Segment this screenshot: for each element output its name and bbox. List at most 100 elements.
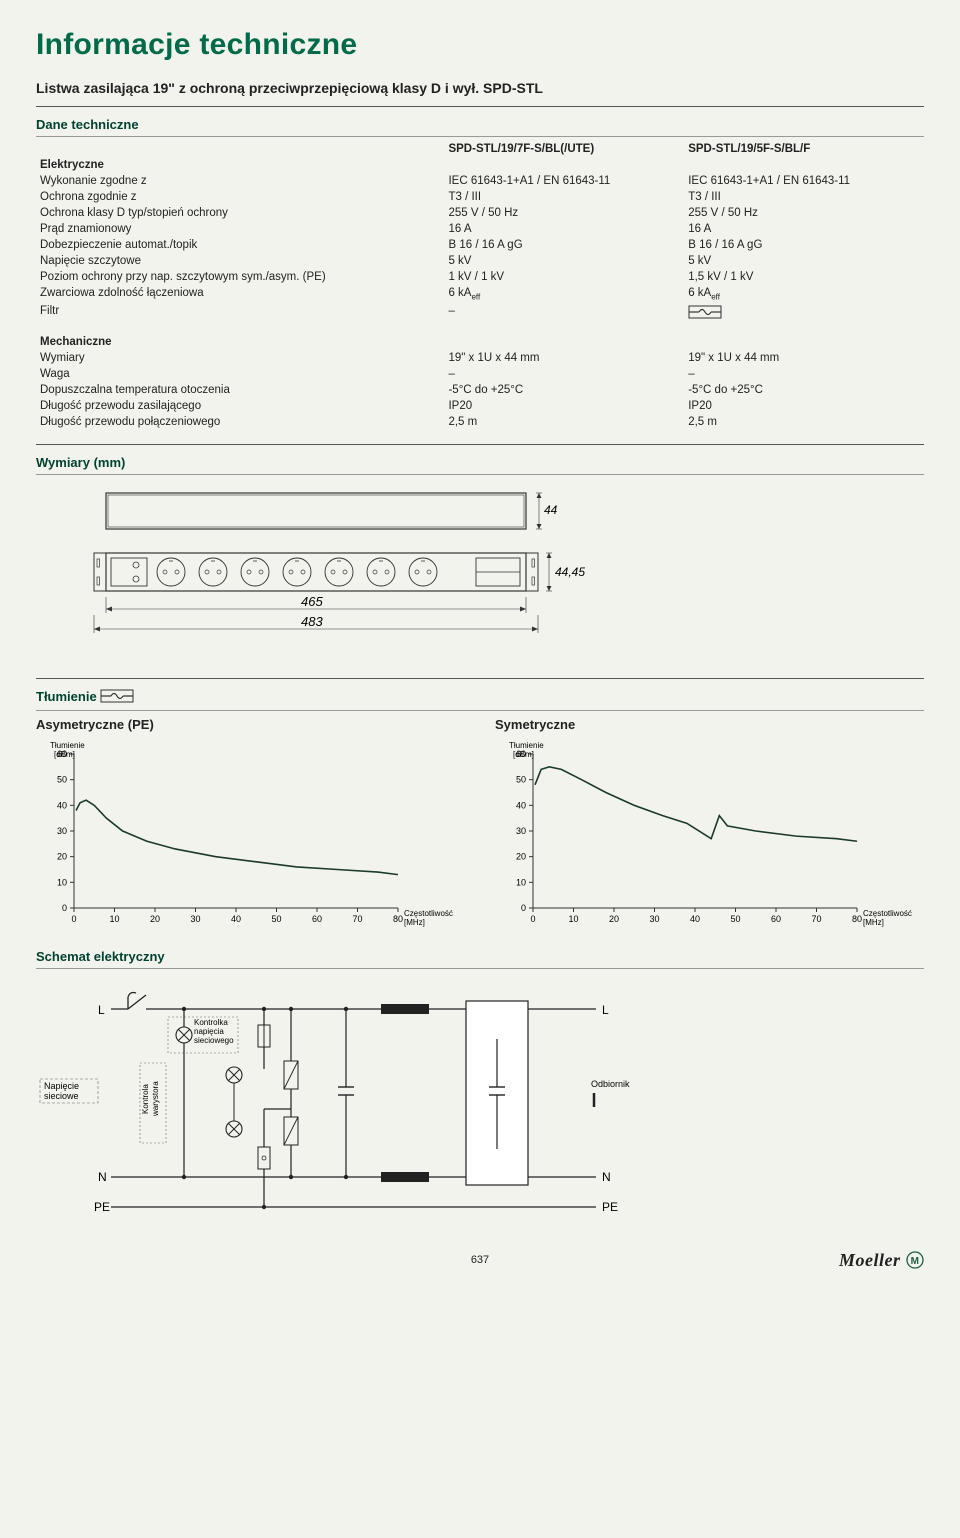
- dim-4445: 44,45: [555, 565, 585, 579]
- spec-value: 5 kV: [684, 253, 924, 269]
- svg-text:10: 10: [516, 878, 526, 888]
- label-L-right: L: [602, 1003, 609, 1017]
- spec-label: Poziom ochrony przy nap. szczytowym sym.…: [36, 269, 444, 285]
- svg-text:Tłumienie: Tłumienie: [509, 741, 544, 750]
- divider: [36, 474, 924, 475]
- spec-value: 5 kV: [444, 253, 684, 269]
- spec-label: Prąd znamionowy: [36, 221, 444, 237]
- svg-text:70: 70: [352, 914, 362, 924]
- divider: [36, 710, 924, 711]
- spec-value: 19" x 1U x 44 mm: [444, 350, 684, 366]
- spec-value: 2,5 m: [684, 414, 924, 430]
- svg-text:50: 50: [516, 775, 526, 785]
- svg-text:60: 60: [312, 914, 322, 924]
- schematic-diagram: L N PE Napięcie sieciowe: [36, 979, 924, 1224]
- chart-symmetric: Symetryczne 0102030405060010203040506070…: [495, 717, 924, 941]
- spec-value: B 16 / 16 A gG: [684, 237, 924, 253]
- spec-value: 16 A: [684, 221, 924, 237]
- svg-text:[MHz]: [MHz]: [404, 918, 425, 927]
- dimension-drawing: 44 44,45 465 483: [36, 485, 924, 660]
- spec-value: 6 kAeff: [444, 285, 684, 303]
- svg-text:80: 80: [852, 914, 862, 924]
- svg-text:M: M: [911, 1256, 920, 1267]
- spec-label: Dopuszczalna temperatura otoczenia: [36, 382, 444, 398]
- label-ctrl-u-2: napięcia: [194, 1027, 224, 1036]
- divider: [36, 968, 924, 969]
- spec-value: –: [444, 366, 684, 382]
- spec-value: -5°C do +25°C: [684, 382, 924, 398]
- svg-text:20: 20: [57, 852, 67, 862]
- divider: [36, 136, 924, 137]
- svg-text:20: 20: [609, 914, 619, 924]
- svg-text:30: 30: [516, 826, 526, 836]
- spec-value: 255 V / 50 Hz: [684, 205, 924, 221]
- label-L: L: [98, 1003, 105, 1017]
- svg-text:30: 30: [190, 914, 200, 924]
- spec-value: IEC 61643-1+A1 / EN 61643-11: [444, 173, 684, 189]
- label-PE: PE: [94, 1200, 110, 1214]
- section-attenuation: Tłumienie: [36, 689, 924, 706]
- spec-value: –: [444, 303, 684, 324]
- label-ctrl-u-3: sieciowego: [194, 1036, 234, 1045]
- spec-table: Mechaniczne: [36, 334, 924, 350]
- spec-label: Waga: [36, 366, 444, 382]
- svg-text:[dBm]: [dBm]: [513, 750, 534, 759]
- svg-text:10: 10: [109, 914, 119, 924]
- label-N: N: [98, 1170, 107, 1184]
- spec-value: B 16 / 16 A gG: [444, 237, 684, 253]
- filter-icon: [100, 689, 134, 706]
- chart-title-sym: Symetryczne: [495, 717, 924, 732]
- svg-text:10: 10: [57, 878, 67, 888]
- chart-title-asym: Asymetryczne (PE): [36, 717, 465, 732]
- divider: [36, 106, 924, 107]
- divider: [36, 678, 924, 679]
- spec-value: 19" x 1U x 44 mm: [684, 350, 924, 366]
- label-mains: Napięcie: [44, 1081, 79, 1091]
- spec-table-mechanical: Wymiary19" x 1U x 44 mm19" x 1U x 44 mmW…: [36, 350, 924, 430]
- spec-label: Wykonanie zgodne z: [36, 173, 444, 189]
- spec-value: IP20: [684, 398, 924, 414]
- svg-text:10: 10: [568, 914, 578, 924]
- section-dane: Dane techniczne: [36, 117, 924, 132]
- logo: Moeller M: [839, 1250, 924, 1271]
- spec-value: 2,5 m: [444, 414, 684, 430]
- svg-text:Częstotliwość: Częstotliwość: [863, 909, 912, 918]
- svg-text:20: 20: [150, 914, 160, 924]
- spec-label: Filtr: [36, 303, 444, 324]
- spec-value: -5°C do +25°C: [444, 382, 684, 398]
- page-title: Informacje techniczne: [36, 28, 924, 62]
- page-number: 637: [471, 1254, 489, 1266]
- spec-label: Ochrona klasy D typ/stopień ochrony: [36, 205, 444, 221]
- spec-label: Ochrona zgodnie z: [36, 189, 444, 205]
- column-header-1: SPD-STL/19/7F-S/BL(/UTE): [444, 141, 684, 157]
- group-electrical: Elektryczne: [36, 157, 444, 173]
- label-ctrl-var: Kontrola: [141, 1084, 150, 1114]
- label-N-right: N: [602, 1170, 611, 1184]
- spec-table: SPD-STL/19/7F-S/BL(/UTE) SPD-STL/19/5F-S…: [36, 141, 924, 173]
- spec-value: T3 / III: [444, 189, 684, 205]
- svg-text:70: 70: [811, 914, 821, 924]
- subheading: Listwa zasilająca 19" z ochroną przeciwp…: [36, 80, 924, 96]
- spec-value: 16 A: [444, 221, 684, 237]
- section-schematic: Schemat elektryczny: [36, 949, 924, 964]
- spec-value: 6 kAeff: [684, 285, 924, 303]
- spec-label: Długość przewodu zasilającego: [36, 398, 444, 414]
- svg-text:40: 40: [516, 801, 526, 811]
- section-dimensions: Wymiary (mm): [36, 455, 924, 470]
- spec-value: 255 V / 50 Hz: [444, 205, 684, 221]
- svg-text:50: 50: [730, 914, 740, 924]
- svg-text:0: 0: [521, 903, 526, 913]
- label-mains-2: sieciowe: [44, 1091, 79, 1101]
- spec-value: [684, 303, 924, 324]
- chart-asymmetric: Asymetryczne (PE) 0102030405060010203040…: [36, 717, 465, 941]
- svg-text:50: 50: [57, 775, 67, 785]
- svg-text:Tłumienie: Tłumienie: [50, 741, 85, 750]
- spec-value: 1,5 kV / 1 kV: [684, 269, 924, 285]
- column-header-2: SPD-STL/19/5F-S/BL/F: [684, 141, 924, 157]
- spec-value: IEC 61643-1+A1 / EN 61643-11: [684, 173, 924, 189]
- svg-text:60: 60: [771, 914, 781, 924]
- label-ctrl-u-1: Kontrolka: [194, 1018, 228, 1027]
- svg-text:[dBm]: [dBm]: [54, 750, 75, 759]
- spec-label: Napięcie szczytowe: [36, 253, 444, 269]
- label-load: Odbiornik: [591, 1079, 630, 1089]
